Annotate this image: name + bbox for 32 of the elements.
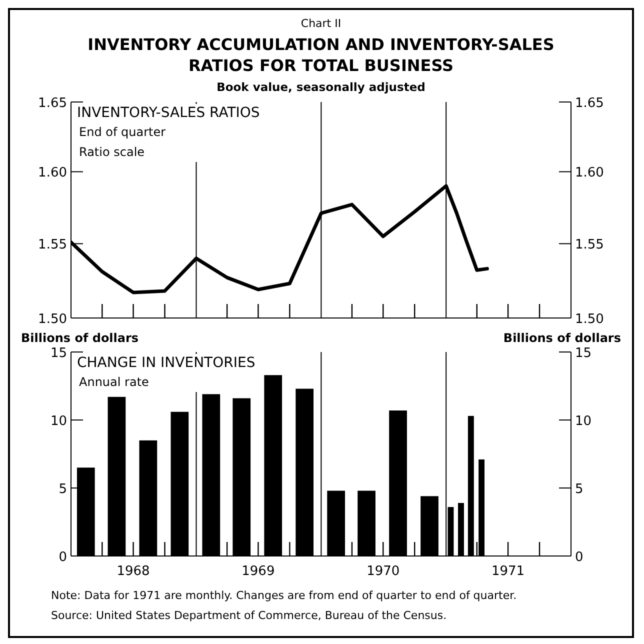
y-tick-label: 1.50 [38, 312, 67, 327]
y-tick-label: 10 [50, 414, 67, 429]
chart-title: INVENTORY ACCUMULATION AND INVENTORY-SALES RATIOS FOR TOTAL BUSINESS [88, 35, 554, 75]
y2-tick-label: 5 [575, 482, 584, 497]
chart-subtitle: Book value, seasonally adjusted [216, 80, 426, 94]
x-tick-label: 1971 [491, 564, 525, 579]
x-tick-label: 1968 [116, 564, 150, 579]
y-tick-label: 5 [58, 482, 67, 497]
y2-tick-label: 10 [575, 414, 592, 429]
y-tick-label: 0 [58, 550, 67, 565]
annotation: Ratio scale [79, 145, 145, 159]
y-tick-label: 15 [50, 346, 67, 361]
y2-tick-label: 0 [575, 550, 584, 565]
y-tick-label: 1.55 [38, 238, 67, 253]
y2-tick-label: 1.50 [575, 312, 604, 327]
source-note: Source: United States Department of Commerce, Bureau of the Census. [51, 609, 447, 622]
x-tick-label: 1970 [366, 564, 400, 579]
y2-tick-label: 1.55 [575, 238, 604, 253]
text: Note: Data for 1971 are monthly. Changes are from end of quarter to end of quarter. [51, 589, 517, 602]
y2-tick-label: 15 [575, 346, 592, 361]
y2-tick-label: 1.65 [575, 96, 604, 111]
y2-tick-label: 1.60 [575, 166, 604, 181]
y-tick-label: 1.60 [38, 166, 67, 181]
x-tick-label: 1969 [242, 564, 275, 579]
text: Chart II [300, 17, 342, 30]
annotation: Annual rate [79, 375, 149, 389]
annotation: CHANGE IN INVENTORIES [77, 355, 256, 371]
annotation: INVENTORY-SALES RATIOS [77, 105, 260, 121]
y2-axis-title: Billions of dollars [503, 331, 621, 345]
y-tick-label: 1.65 [38, 96, 67, 111]
y-axis-title: Billions of dollars [21, 331, 139, 345]
annotation: End of quarter [79, 125, 166, 139]
